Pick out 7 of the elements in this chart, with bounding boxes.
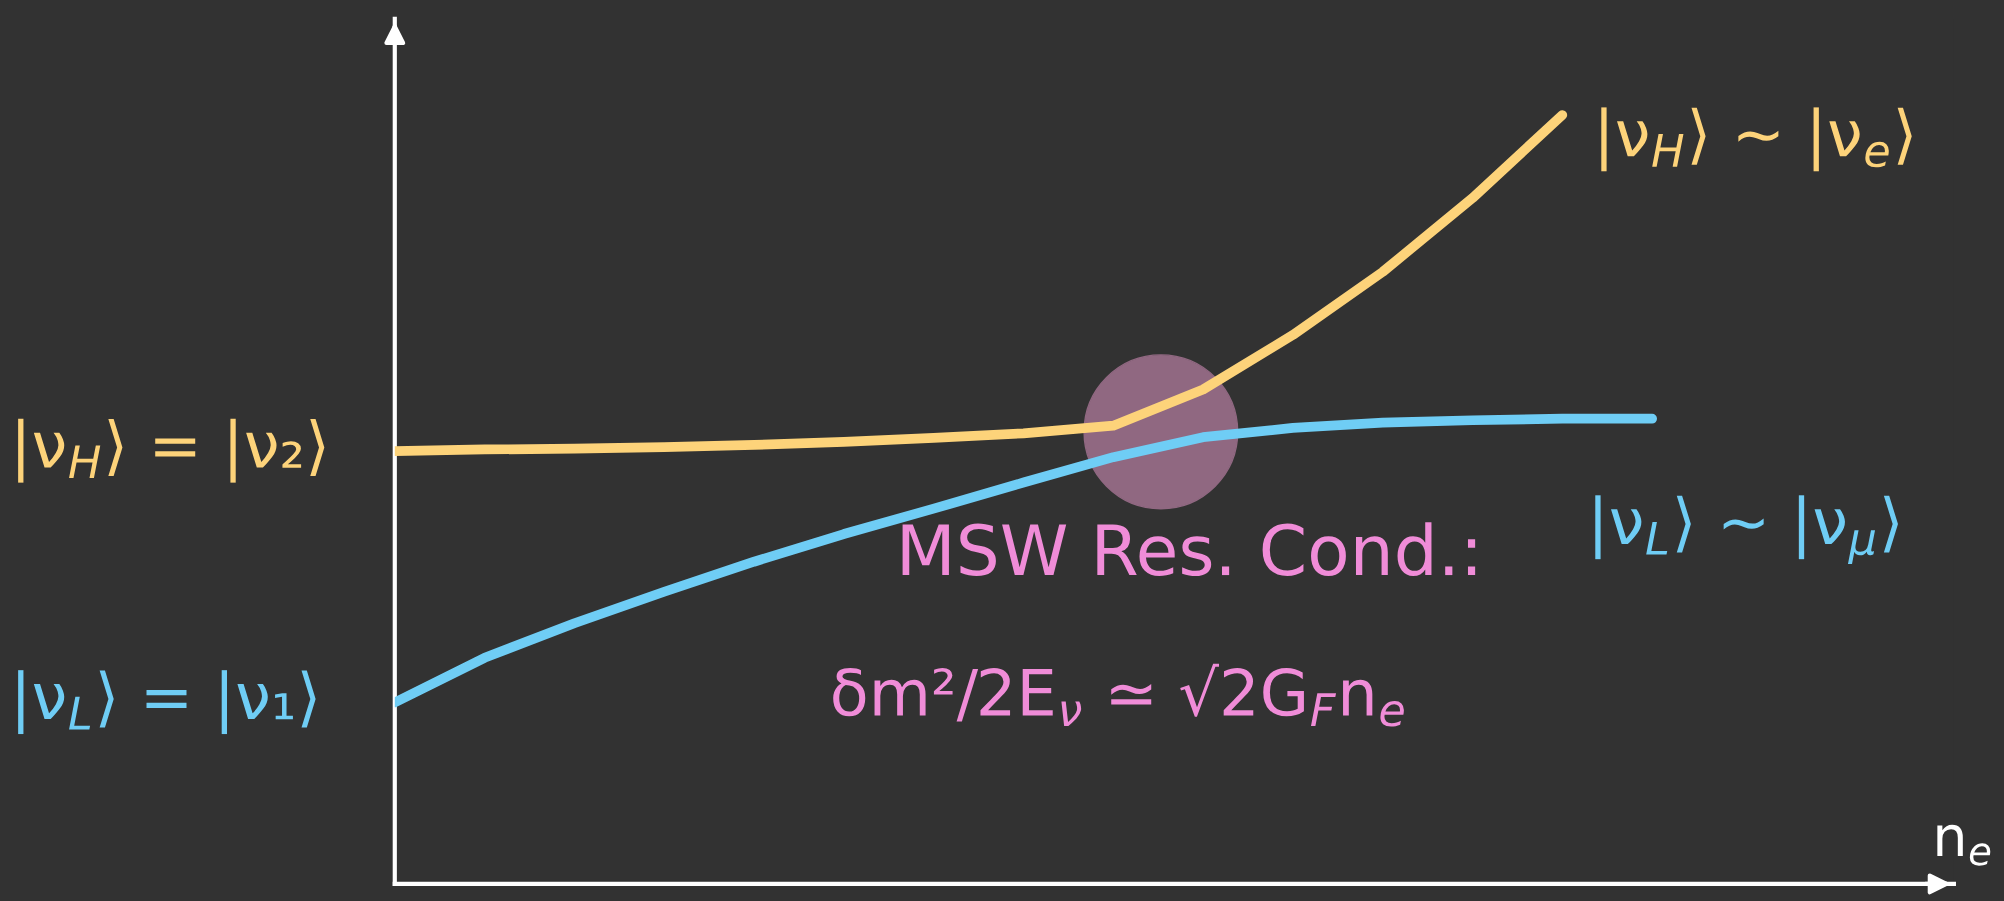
series-label: |ν$_{L}$⟩ = |ν₁⟩: [18, 670, 316, 735]
x-axis-title: n$_{e}$: [1937, 824, 1991, 866]
annotation: MSW Res. Cond.:: [902, 522, 1476, 577]
annotation: δm²/2E$_{ν}$ ≃ √2G$_{F}$n$_{e}$: [833, 663, 1404, 727]
annotation: |ν$_{L}$⟩ ∼ |ν$_{μ}$⟩: [1595, 495, 1898, 564]
annotation: |ν$_{H}$⟩ ∼ |ν$_{e}$⟩: [1601, 107, 1912, 172]
series-label: |ν$_{H}$⟩ = |ν₂⟩: [18, 418, 325, 483]
